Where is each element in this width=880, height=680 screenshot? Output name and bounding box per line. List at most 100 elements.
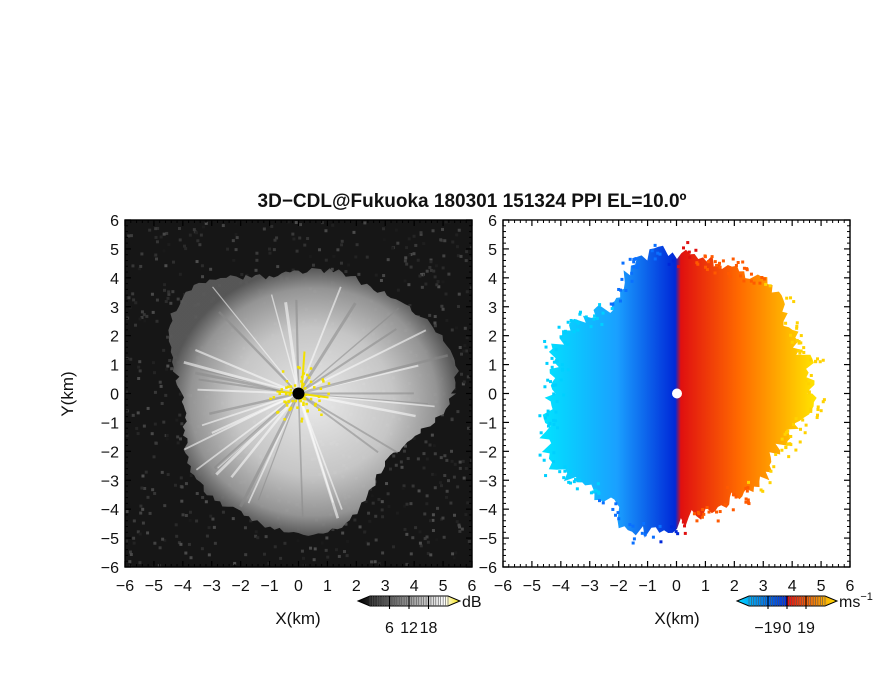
noise-pixel [173, 483, 177, 487]
velocity-pixel [550, 356, 554, 360]
noise-pixel [178, 272, 182, 276]
velocity-pixel [552, 392, 556, 396]
yellow-spot [320, 413, 323, 417]
noise-pixel [446, 479, 450, 483]
noise-pixel [158, 546, 162, 550]
velocity-pixel [628, 523, 632, 527]
noise-pixel [309, 546, 313, 550]
noise-pixel [422, 242, 426, 246]
noise-pixel [205, 534, 209, 538]
noise-pixel [455, 520, 459, 524]
noise-pixel [324, 229, 328, 233]
noise-pixel [336, 248, 340, 252]
velocity-pixel [635, 265, 639, 269]
noise-pixel [209, 514, 213, 518]
velocity-pixel [577, 479, 581, 483]
velocity-pixel [552, 422, 556, 426]
velocity-pixel [589, 491, 593, 495]
noise-pixel [389, 467, 393, 471]
noise-pixel [407, 237, 411, 241]
noise-pixel [136, 530, 140, 534]
velocity-pixel [656, 251, 660, 255]
velocity-pixel [552, 460, 556, 464]
velocity-pixel [632, 537, 636, 541]
velocity-pixel [594, 489, 598, 493]
yellow-spot [302, 394, 306, 398]
velocity-pixel [552, 418, 556, 422]
noise-pixel [456, 254, 460, 258]
noise-pixel [140, 252, 144, 256]
noise-pixel [382, 274, 386, 278]
velocity-pixel [538, 453, 542, 457]
y-tick-label: −3 [101, 473, 119, 490]
noise-pixel [150, 432, 154, 436]
noise-pixel [386, 258, 390, 262]
noise-pixel [264, 535, 268, 539]
noise-pixel [162, 348, 166, 352]
noise-pixel [180, 485, 184, 489]
velocity-pixel [731, 508, 735, 512]
colorbar-tick-label: 6 [385, 620, 394, 637]
y-tick-label: 2 [110, 329, 119, 346]
velocity-pixel [566, 342, 570, 346]
velocity-pixel [759, 488, 763, 492]
noise-pixel [255, 258, 259, 262]
noise-pixel [166, 473, 170, 477]
noise-pixel [286, 220, 290, 224]
noise-pixel [209, 267, 213, 271]
echo-ray [183, 392, 299, 451]
noise-pixel [419, 232, 423, 236]
noise-pixel [234, 233, 238, 237]
noise-pixel [339, 261, 343, 265]
y-tick-label: 2 [488, 329, 497, 346]
y-tick-label: −5 [101, 531, 119, 548]
velocity-pixel [816, 413, 820, 417]
noise-pixel [165, 433, 169, 437]
noise-pixel [466, 501, 470, 505]
noise-pixel [439, 238, 443, 242]
noise-pixel [452, 556, 456, 560]
noise-pixel [137, 376, 141, 380]
echo-ray [213, 392, 300, 470]
velocity-pixel [713, 271, 717, 275]
noise-pixel [341, 531, 345, 535]
noise-pixel [385, 482, 389, 486]
noise-pixel [435, 538, 439, 542]
noise-pixel [141, 507, 145, 511]
velocity-pixel [683, 531, 687, 535]
high-intensity-spots [269, 351, 331, 423]
velocity-pixel [670, 525, 674, 529]
left-xlabel: X(km) [275, 609, 320, 628]
noise-pixel [402, 449, 406, 453]
noise-pixel [466, 426, 470, 430]
x-tick-label: −3 [581, 578, 599, 595]
noise-pixel [139, 504, 143, 508]
velocity-pixel [559, 335, 563, 339]
noise-pixel [166, 335, 170, 339]
noise-pixel [433, 315, 437, 319]
yellow-spot [285, 380, 289, 383]
noise-pixel [243, 526, 247, 530]
noise-pixel [136, 411, 140, 415]
velocity-pixel [686, 241, 690, 245]
left-panel: −6 −5 −4 −3 −2 −1 0 1 2 3 4 5 6 −6 −5 −4 −3 −2 −1 0 1 2 3 4 5 6 X… [58, 213, 477, 628]
noise-pixel [440, 413, 444, 417]
velocity-pixel [772, 465, 776, 469]
velocity-pixel [706, 260, 710, 264]
velocity-pixel [544, 474, 548, 478]
noise-pixel [419, 231, 423, 235]
noise-pixel [312, 558, 316, 562]
yellow-spot [300, 380, 303, 383]
velocity-pixel [632, 265, 636, 269]
velocity-pixel [784, 446, 788, 450]
velocity-pixel [701, 508, 705, 512]
noise-pixel [138, 561, 142, 565]
noise-pixel [444, 220, 448, 224]
noise-pixel [199, 233, 203, 237]
noise-pixel [165, 437, 169, 441]
x-tick-label: −2 [610, 578, 628, 595]
noise-pixel [204, 221, 208, 225]
noise-pixel [382, 227, 386, 231]
velocity-pixel [559, 378, 563, 382]
noise-pixel [153, 541, 157, 545]
